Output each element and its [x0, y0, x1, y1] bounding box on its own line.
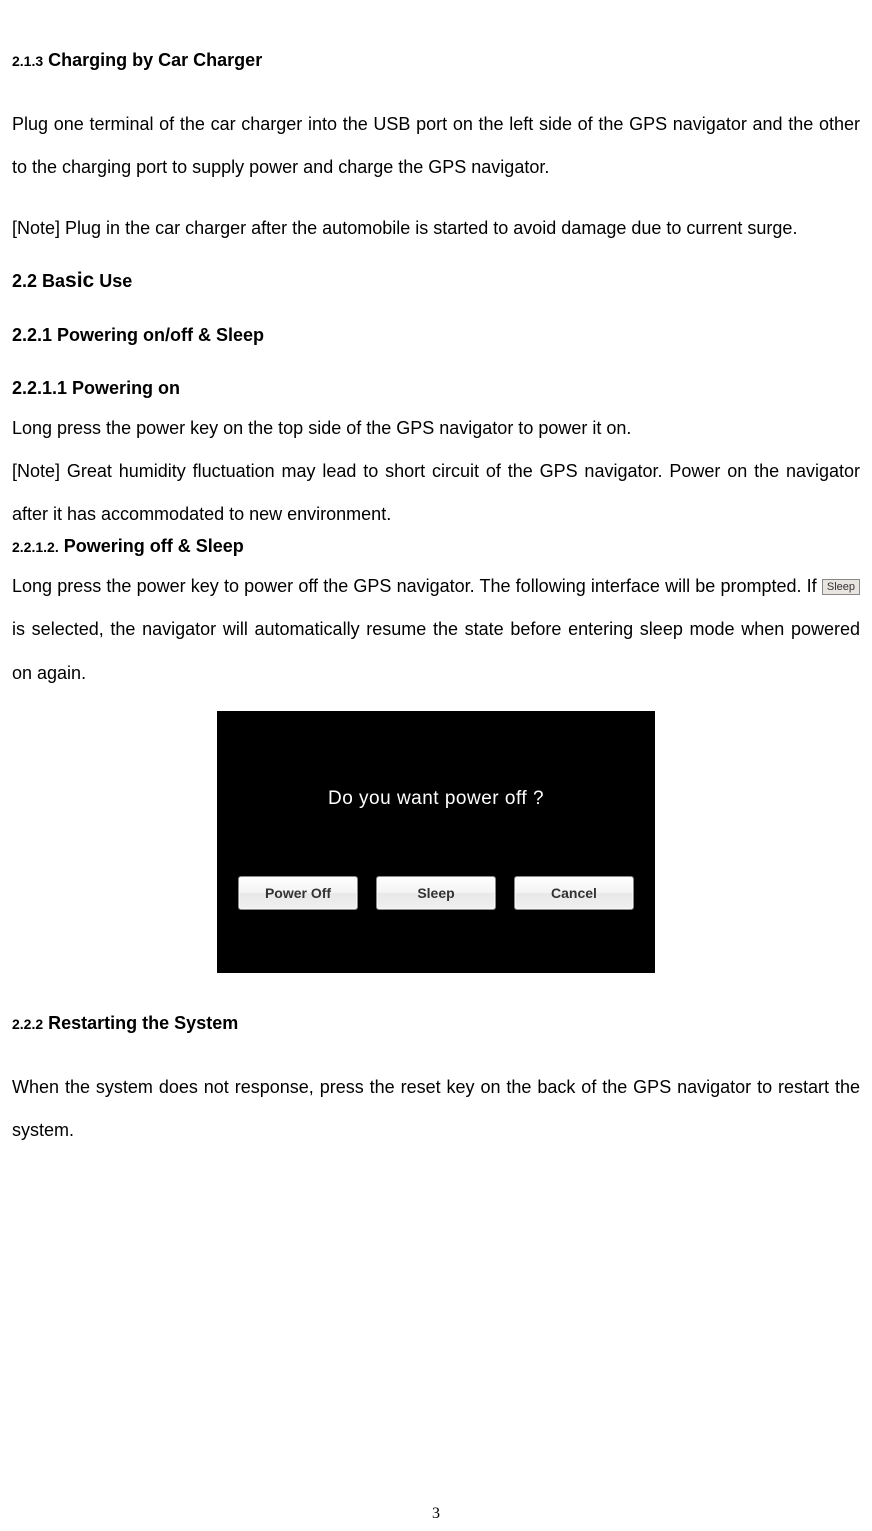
body-paragraph: Long press the power key to power off th…: [12, 565, 860, 695]
section-2.2.2-heading: 2.2.2 Restarting the System: [12, 1013, 860, 1034]
section-2.2.1.1-heading: 2.2.1.1 Powering on: [12, 378, 860, 399]
heading-part: 2.2 Ba: [12, 271, 65, 291]
device-screen: Do you want power off ? Power Off Sleep …: [217, 711, 655, 973]
sleep-inline-button: Sleep: [822, 579, 860, 595]
section-2.1.3-heading: 2.1.3 Charging by Car Charger: [12, 50, 860, 71]
heading-part: Use: [94, 271, 132, 291]
section-2.1.3: 2.1.3 Charging by Car Charger Plug one t…: [12, 50, 860, 251]
sleep-button[interactable]: Sleep: [376, 876, 496, 910]
section-2.2.1.2-heading: 2.2.1.2. Powering off & Sleep: [12, 536, 860, 557]
body-paragraph: Long press the power key on the top side…: [12, 407, 860, 450]
section-2.2.1.2: 2.2.1.2. Powering off & Sleep Long press…: [12, 536, 860, 695]
power-off-prompt: Do you want power off ?: [328, 788, 544, 810]
cancel-button[interactable]: Cancel: [514, 876, 634, 910]
text-part: is selected, the navigator will automati…: [12, 619, 860, 682]
page-number: 3: [432, 1505, 440, 1523]
section-number: 2.2.1.2.: [12, 539, 59, 555]
section-title: Powering off & Sleep: [64, 536, 244, 556]
section-2.2-heading: 2.2 Basic Use: [12, 269, 860, 293]
section-2.2.1.1: 2.2.1.1 Powering on Long press the power…: [12, 378, 860, 537]
note-paragraph: [Note] Plug in the car charger after the…: [12, 207, 860, 250]
section-2.2.2: 2.2.2 Restarting the System When the sys…: [12, 1013, 860, 1152]
body-paragraph: Plug one terminal of the car charger int…: [12, 103, 860, 189]
heading-part: sic: [65, 269, 94, 292]
power-off-screenshot: Do you want power off ? Power Off Sleep …: [12, 711, 860, 973]
power-off-button[interactable]: Power Off: [238, 876, 358, 910]
section-2.2: 2.2 Basic Use: [12, 269, 860, 293]
text-part: Long press the power key to power off th…: [12, 576, 822, 596]
section-title: Restarting the System: [48, 1013, 238, 1033]
section-number: 2.1.3: [12, 53, 43, 69]
section-title: Charging by Car Charger: [48, 50, 262, 70]
section-2.2.1-heading: 2.2.1 Powering on/off & Sleep: [12, 325, 860, 346]
section-2.2.1: 2.2.1 Powering on/off & Sleep: [12, 325, 860, 346]
button-row: Power Off Sleep Cancel: [238, 876, 634, 910]
body-paragraph: When the system does not response, press…: [12, 1066, 860, 1152]
note-paragraph: [Note] Great humidity fluctuation may le…: [12, 450, 860, 536]
section-number: 2.2.2: [12, 1016, 43, 1032]
